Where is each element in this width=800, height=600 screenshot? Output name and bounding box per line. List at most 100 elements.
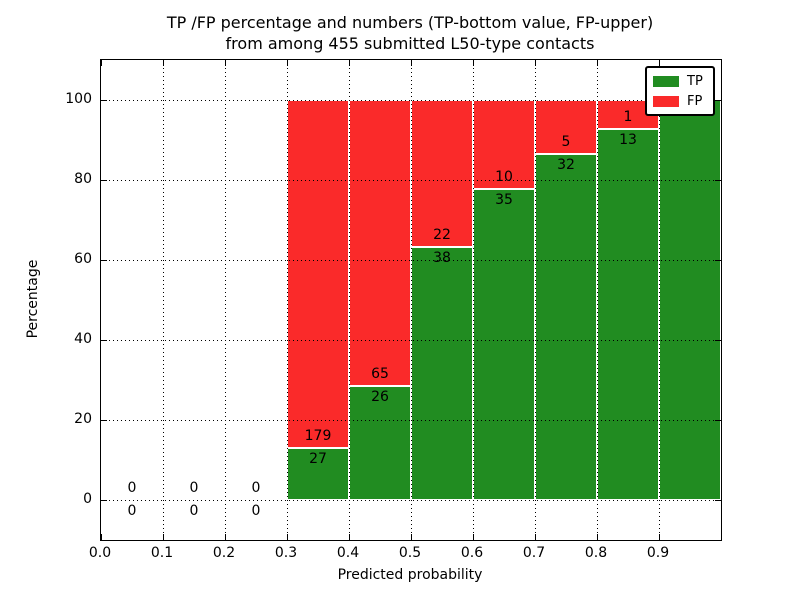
x-tick-mark (348, 534, 350, 540)
x-tick-label: 0.5 (398, 545, 422, 561)
bar-segment-fp (287, 100, 349, 448)
bar-segment-fp (473, 100, 535, 189)
y-tick-label: 80 (74, 171, 92, 187)
bar-count-label-tp: 26 (371, 388, 389, 405)
bar-count-label-fp: 22 (433, 226, 451, 243)
bar-count-label-fp: 5 (561, 134, 571, 151)
gridline-vertical (410, 60, 412, 540)
x-tick-mark-top (472, 60, 474, 66)
y-tick-label: 40 (74, 331, 92, 347)
gridline-vertical (596, 60, 598, 540)
x-tick-mark (100, 534, 102, 540)
gridline-vertical (286, 60, 288, 540)
legend-fp-swatch-icon (653, 95, 679, 107)
x-tick-mark-top (410, 60, 412, 66)
chart-title-line1: TP /FP percentage and numbers (TP-bottom… (166, 13, 654, 32)
bar-count-label-fp: 65 (371, 365, 389, 382)
plot-area: 0000001792765262238103553211302 (100, 59, 722, 541)
legend-tp-swatch-icon (653, 75, 679, 87)
gridline-vertical (472, 60, 474, 540)
gridline-horizontal (101, 339, 721, 341)
x-tick-label: 0.3 (274, 545, 298, 561)
x-tick-mark (286, 534, 288, 540)
gridline-horizontal (101, 499, 721, 501)
legend-tp-label: TP (687, 73, 703, 89)
y-tick-mark (101, 419, 107, 421)
x-tick-mark (224, 534, 226, 540)
bar-segment-tp (659, 100, 721, 500)
y-tick-label: 20 (74, 411, 92, 427)
x-tick-label: 0.7 (522, 545, 546, 561)
y-tick-label: 0 (83, 491, 92, 507)
legend-entry-fp: FP (653, 92, 707, 110)
bar-segment-tp (597, 128, 659, 500)
gridline-vertical (224, 60, 226, 540)
y-tick-mark (101, 339, 107, 341)
gridline-vertical (534, 60, 536, 540)
x-tick-mark (534, 534, 536, 540)
bar-segment-tp (349, 385, 411, 500)
x-tick-label: 0.6 (460, 545, 484, 561)
bar-count-label-fp: 0 (251, 480, 261, 496)
gridline-horizontal (101, 179, 721, 181)
x-tick-label: 0.2 (212, 545, 236, 561)
x-tick-mark (596, 534, 598, 540)
bar-count-label-fp: 1 (623, 108, 633, 125)
gridline-vertical (658, 60, 660, 540)
gridline-horizontal (101, 99, 721, 101)
bar-count-label-fp: 0 (127, 480, 137, 496)
bar-segment-tp (411, 246, 473, 500)
x-tick-mark-top (224, 60, 226, 66)
x-tick-mark-top (348, 60, 350, 66)
x-tick-mark (410, 534, 412, 540)
x-tick-mark (162, 534, 164, 540)
x-tick-label: 0.9 (646, 545, 670, 561)
y-tick-mark (101, 499, 107, 501)
chart-title-line2: from among 455 submitted L50-type contac… (225, 34, 595, 53)
y-axis-label: Percentage (25, 259, 41, 339)
y-tick-mark (101, 99, 107, 101)
x-tick-label: 0.1 (150, 545, 174, 561)
bar-count-label-tp: 0 (127, 503, 137, 519)
bar-count-label-tp: 32 (557, 157, 575, 174)
y-tick-mark-right (715, 179, 721, 181)
bar-count-label-tp: 27 (309, 450, 327, 467)
gridline-horizontal (101, 259, 721, 261)
bar-segment-tp (287, 447, 349, 500)
bar-count-label-fp: 179 (304, 427, 332, 444)
x-tick-mark-top (286, 60, 288, 66)
chart-title: TP /FP percentage and numbers (TP-bottom… (100, 12, 720, 54)
x-tick-mark-top (534, 60, 536, 66)
bar-count-label-tp: 0 (251, 503, 261, 519)
legend-entry-tp: TP (653, 72, 707, 90)
y-tick-mark-right (715, 499, 721, 501)
x-tick-mark-top (658, 60, 660, 66)
gridline-vertical (162, 60, 164, 540)
bar-segment-fp (411, 100, 473, 247)
x-tick-mark-top (162, 60, 164, 66)
x-axis-label: Predicted probability (337, 567, 483, 583)
x-tick-mark (472, 534, 474, 540)
y-tick-mark-right (715, 339, 721, 341)
legend: TP FP (645, 66, 715, 116)
bar-count-label-fp: 0 (189, 480, 199, 496)
y-tick-label: 100 (65, 91, 92, 107)
y-tick-mark (101, 259, 107, 261)
bar-segment-fp (349, 100, 411, 386)
x-tick-label: 0.0 (88, 545, 112, 561)
y-tick-mark-right (715, 419, 721, 421)
x-tick-mark-top (100, 60, 102, 66)
y-tick-mark (101, 179, 107, 181)
x-tick-label: 0.4 (336, 545, 360, 561)
gridline-vertical (348, 60, 350, 540)
bar-count-label-tp: 38 (433, 249, 451, 266)
y-tick-mark-right (715, 99, 721, 101)
bar-segment-tp (473, 188, 535, 500)
bar-segment-tp (535, 154, 597, 500)
x-tick-mark (658, 534, 660, 540)
bar-count-label-tp: 13 (619, 131, 637, 148)
gridline-horizontal (101, 419, 721, 421)
x-tick-mark-top (596, 60, 598, 66)
bar-count-label-tp: 0 (189, 503, 199, 519)
